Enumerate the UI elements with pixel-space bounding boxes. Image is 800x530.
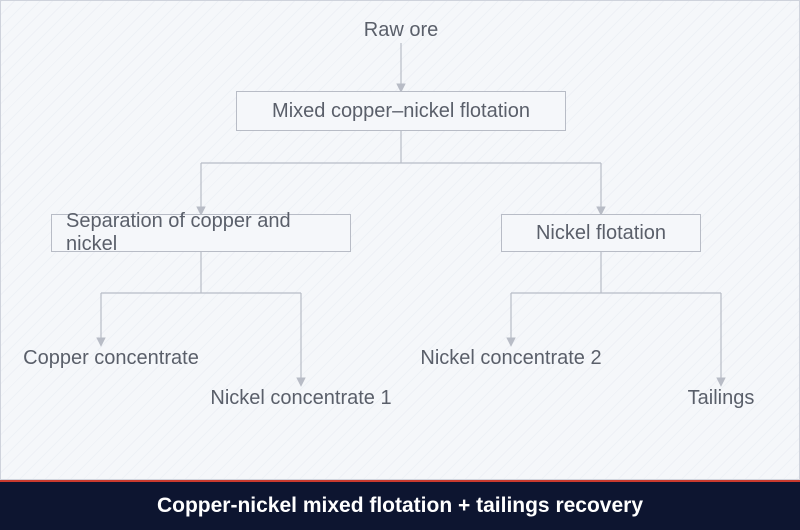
banner: Copper-nickel mixed flotation + tailings… — [0, 480, 800, 530]
node-ni_conc2: Nickel concentrate 2 — [401, 347, 621, 370]
node-mixed: Mixed copper–nickel flotation — [236, 91, 566, 131]
node-ni_flot: Nickel flotation — [501, 214, 701, 252]
node-separation: Separation of copper and nickel — [51, 214, 351, 252]
banner-label: Copper-nickel mixed flotation + tailings… — [157, 494, 643, 518]
node-tailings: Tailings — [661, 387, 781, 410]
node-cu_conc: Copper concentrate — [1, 347, 221, 370]
node-ni_conc1: Nickel concentrate 1 — [191, 387, 411, 410]
diagram-canvas: Raw ore Mixed copper–nickel flotation Sepa… — [0, 0, 800, 480]
node-raw_ore: Raw ore — [341, 19, 461, 42]
